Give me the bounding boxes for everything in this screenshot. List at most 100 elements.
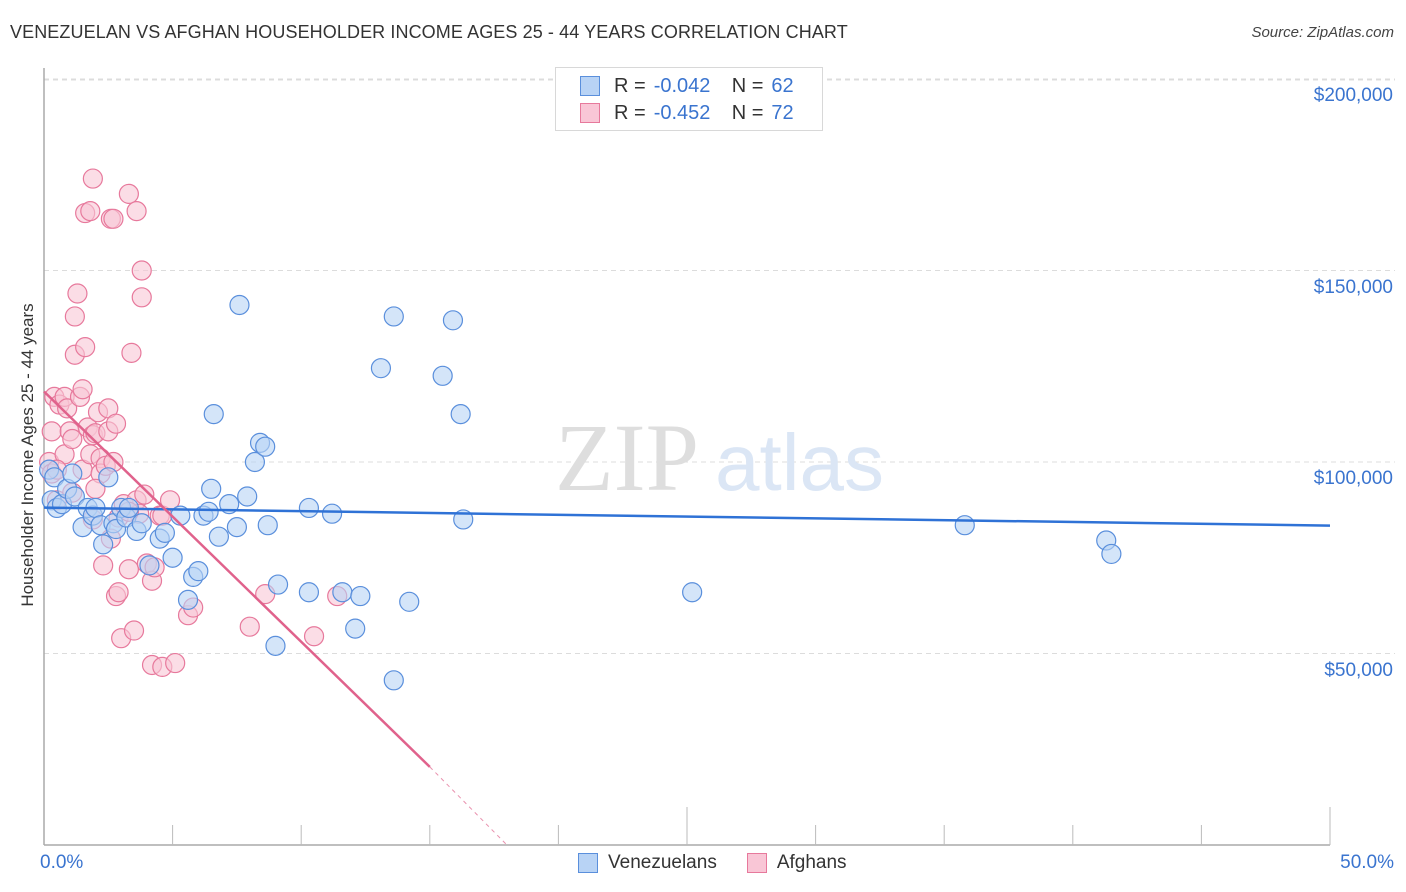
afghans-swatch (580, 103, 600, 123)
y-tick-label: $50,000 (1324, 659, 1393, 681)
venezuelans-swatch (578, 853, 598, 873)
data-point (123, 620, 145, 641)
series-legend: Venezuelans Afghans (578, 852, 877, 874)
stats-row-venezuelans: R = -0.042 N = 62 (580, 74, 794, 98)
data-point (237, 486, 258, 507)
data-point (118, 559, 139, 580)
data-point (267, 574, 289, 595)
data-point (93, 555, 114, 576)
data-point (131, 287, 152, 308)
watermark-atlas: atlas (715, 418, 884, 507)
watermark: ZIP atlas (555, 404, 884, 511)
stats-row-afghans: R = -0.452 N = 72 (580, 101, 794, 125)
r-value: -0.452 (653, 101, 711, 124)
data-point (229, 294, 250, 316)
legend-label: Afghans (776, 852, 847, 873)
data-point (350, 585, 371, 607)
data-point (303, 626, 325, 647)
data-point (62, 428, 83, 450)
chart-title: VENEZUELAN VS AFGHAN HOUSEHOLDER INCOME … (10, 22, 848, 42)
legend-item-venezuelans[interactable]: Venezuelans (578, 852, 717, 874)
data-point (154, 522, 175, 543)
data-point (345, 618, 366, 639)
data-point (208, 526, 229, 547)
data-point (64, 486, 85, 507)
gridlines (44, 78, 1395, 654)
trend-lines (43, 390, 1331, 846)
data-point (1101, 543, 1122, 565)
data-point (105, 413, 127, 434)
data-point (682, 582, 703, 603)
data-point (298, 497, 320, 519)
venezuelans-trend-line (43, 506, 1331, 527)
data-point (108, 582, 129, 603)
data-point (257, 515, 278, 536)
data-point (139, 555, 160, 576)
data-point (188, 561, 209, 582)
data-point (67, 283, 88, 304)
data-point (442, 310, 464, 331)
n-value: 62 (771, 74, 794, 97)
data-point (383, 670, 404, 691)
data-point (162, 547, 183, 568)
watermark-zip: ZIP (555, 404, 699, 511)
afghans-swatch (746, 853, 767, 873)
data-point (131, 260, 152, 281)
data-point (239, 616, 260, 637)
data-point (98, 467, 119, 488)
r-value: -0.042 (653, 74, 711, 97)
data-point (226, 517, 247, 538)
data-point (298, 582, 320, 603)
data-point (954, 515, 975, 536)
afghans-trend-extrapolation (429, 766, 508, 846)
source-label: Source: ZipAtlas.com (1251, 24, 1394, 41)
data-point (383, 306, 404, 327)
afghans-trend-line (43, 390, 431, 768)
data-point (93, 534, 114, 555)
data-point (201, 478, 222, 499)
data-point (57, 398, 78, 419)
legend-item-afghans[interactable]: Afghans (746, 852, 847, 874)
data-point (103, 208, 124, 229)
data-point (399, 591, 420, 612)
data-point (321, 503, 343, 524)
y-axis-label: Householder Income Ages 25 - 44 years (18, 303, 37, 607)
data-point (177, 589, 199, 610)
r-label: R = (614, 101, 646, 124)
data-point (80, 201, 101, 222)
y-tick-label: $150,000 (1313, 276, 1393, 298)
data-point (203, 404, 224, 425)
legend-label: Venezuelans (608, 852, 717, 873)
venezuelans-swatch (580, 76, 600, 96)
data-point (450, 404, 471, 425)
data-point (198, 501, 219, 522)
y-tick-label: $100,000 (1313, 468, 1393, 489)
n-label: N = (731, 101, 764, 124)
x-axis-max-label: 50.0% (1340, 852, 1394, 873)
data-point (370, 358, 392, 379)
data-point (121, 342, 142, 363)
y-tick-label: $200,000 (1313, 85, 1393, 106)
data-point (131, 513, 152, 534)
data-point (62, 463, 83, 484)
x-axis-min-label: 0.0% (40, 852, 84, 873)
data-point (64, 306, 85, 327)
data-point (72, 379, 93, 400)
data-point (75, 337, 96, 358)
data-point (255, 436, 276, 457)
r-label: R = (614, 74, 646, 97)
data-point (244, 451, 266, 473)
data-point (432, 365, 453, 386)
data-point (332, 582, 353, 603)
n-label: N = (731, 74, 764, 97)
data-point (41, 421, 62, 442)
data-point (165, 652, 186, 674)
data-point (265, 635, 286, 656)
data-point (134, 484, 155, 505)
n-value: 72 (771, 101, 794, 124)
stats-legend: R = -0.042 N = 62 R = -0.452 N = 72 (555, 67, 823, 131)
data-point (118, 183, 139, 204)
data-point (82, 168, 103, 189)
data-point (126, 201, 147, 222)
